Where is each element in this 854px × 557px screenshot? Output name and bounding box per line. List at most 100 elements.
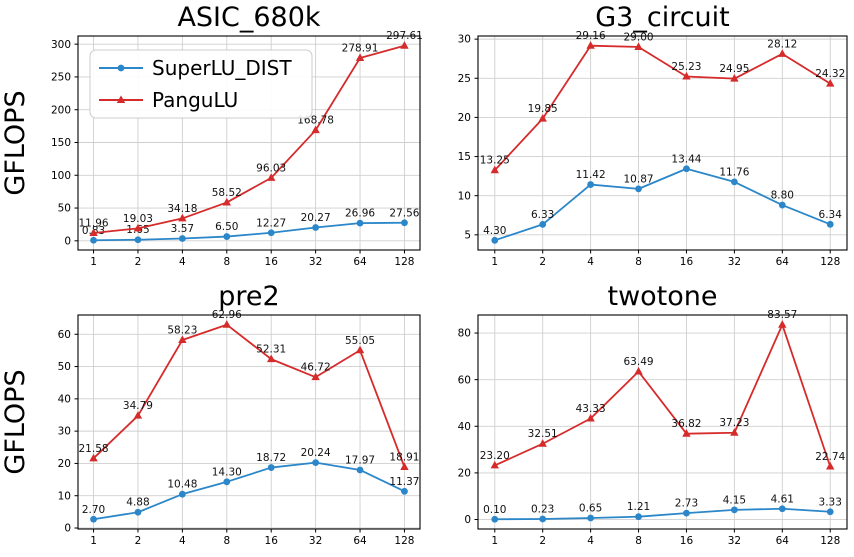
chart-asic-680k: 1 2 4 8 16 32 64 128 0 50 100 150 200 250 300 ASIC_680k…: [0, 0, 427, 278]
y-tick-label: 10: [458, 190, 471, 202]
data-point-marker: [538, 113, 547, 122]
data-point-label: 6.34: [819, 209, 843, 221]
x-tick-label: 32: [728, 256, 741, 268]
data-point-label: 46.72: [301, 362, 331, 374]
y-tick-label: 150: [51, 137, 71, 149]
data-point-label: 17.97: [345, 454, 375, 466]
y-tick-label: 200: [51, 104, 71, 116]
data-point-marker: [222, 197, 231, 206]
x-tick-label: 16: [680, 535, 694, 547]
data-point-label: 19.85: [528, 103, 558, 115]
y-tick-label: 50: [58, 361, 71, 373]
data-point-marker: [89, 453, 98, 462]
data-point-marker: [134, 236, 142, 244]
x-tick-label: 4: [587, 535, 594, 547]
y-tick-label: 80: [458, 328, 471, 340]
legend-box: [89, 49, 313, 119]
y-tick-label: 0: [464, 514, 471, 526]
data-point-marker: [90, 515, 97, 523]
y-tick-label: 0: [64, 235, 71, 247]
data-point-marker: [401, 219, 408, 227]
axes-spines: [77, 314, 421, 530]
data-point-label: 34.79: [123, 400, 153, 412]
y-tick-label: 60: [58, 329, 71, 341]
series-line-superlu_dist: [93, 221, 405, 242]
data-point-label: 0.65: [579, 502, 602, 514]
data-point-marker: [730, 74, 739, 82]
data-point-marker: [490, 165, 499, 174]
x-tick-label: 128: [394, 535, 414, 547]
data-point-label: 13.25: [480, 155, 510, 167]
data-point-label: 34.18: [167, 203, 197, 215]
y-axis-label: GFLOPS: [0, 90, 31, 195]
data-point-label: 10.48: [167, 479, 197, 491]
data-point-marker: [730, 428, 739, 436]
data-point-label: 11.76: [719, 166, 749, 178]
x-tick-label: 1: [90, 256, 97, 268]
x-tick-label: 2: [539, 256, 546, 268]
data-point-marker: [778, 505, 786, 513]
axes-spines: [77, 35, 421, 251]
axes-spines: [477, 314, 848, 530]
data-point-label: 0.10: [483, 504, 506, 516]
data-point-marker: [538, 439, 547, 447]
y-tick-label: 40: [58, 393, 71, 405]
y-tick-label: 25: [458, 73, 471, 85]
chart-title: twotone: [607, 281, 717, 312]
data-point-label: 20.27: [301, 212, 331, 224]
data-point-marker: [222, 320, 231, 328]
x-tick-label: 128: [394, 256, 414, 268]
legend-label: PanguLU: [152, 88, 238, 112]
series-line-pangulu: [494, 44, 831, 171]
data-point-marker: [178, 335, 187, 343]
data-point-label: 6.50: [215, 221, 238, 233]
data-point-marker: [89, 228, 98, 236]
y-tick-label: 0: [64, 523, 71, 535]
data-point-marker: [539, 221, 547, 228]
data-point-label: 96.03: [256, 162, 286, 174]
data-point-marker: [267, 173, 276, 181]
chart-twotone-svg: 1 2 4 8 16 32 64 128 0 20 40 60 80 twotone 0.10 0.23 0.6…: [458, 281, 848, 547]
data-point-marker: [311, 372, 320, 381]
data-point-marker: [178, 213, 187, 222]
data-point-marker: [267, 229, 275, 237]
data-point-marker: [730, 178, 738, 186]
data-point-label: 8.80: [771, 190, 794, 202]
data-point-marker: [267, 464, 275, 471]
data-point-label: 1.21: [627, 501, 650, 513]
data-point-label: 43.33: [576, 403, 606, 415]
data-point-label: 24.95: [719, 63, 749, 75]
y-tick-label: 15: [458, 151, 471, 163]
legend-marker-circle: [117, 64, 125, 72]
chart-title: pre2: [218, 281, 279, 312]
data-point-label: 2.70: [82, 504, 105, 516]
data-point-marker: [178, 235, 186, 242]
legend-label: SuperLU_DIST: [152, 56, 292, 80]
data-point-label: 11.37: [389, 476, 419, 488]
legend-marker-triangle: [116, 95, 126, 103]
x-tick-label: 32: [309, 535, 322, 547]
x-tick-label: 64: [776, 256, 790, 268]
y-tick-label: 250: [51, 72, 71, 84]
x-tick-label: 64: [353, 256, 367, 268]
data-point-marker: [491, 515, 499, 523]
data-point-label: 13.44: [671, 153, 701, 165]
data-point-marker: [491, 236, 499, 244]
series-line-pangulu: [494, 323, 832, 467]
x-tick-label: 4: [587, 256, 594, 268]
data-point-label: 4.15: [723, 494, 746, 506]
data-point-label: 21.58: [79, 443, 109, 455]
data-point-marker: [490, 460, 499, 469]
data-point-marker: [826, 220, 834, 228]
data-point-label: 297.61: [386, 30, 423, 42]
data-point-marker: [778, 49, 787, 57]
series-line-pangulu: [92, 323, 406, 468]
y-tick-label: 50: [58, 203, 71, 215]
data-point-marker: [178, 490, 186, 498]
data-point-label: 18.72: [256, 452, 286, 464]
y-tick-label: 20: [58, 458, 71, 470]
data-point-marker: [682, 429, 691, 437]
chart-title: G3_circuit: [595, 2, 730, 33]
data-point-marker: [826, 78, 835, 87]
data-point-marker: [587, 514, 595, 522]
